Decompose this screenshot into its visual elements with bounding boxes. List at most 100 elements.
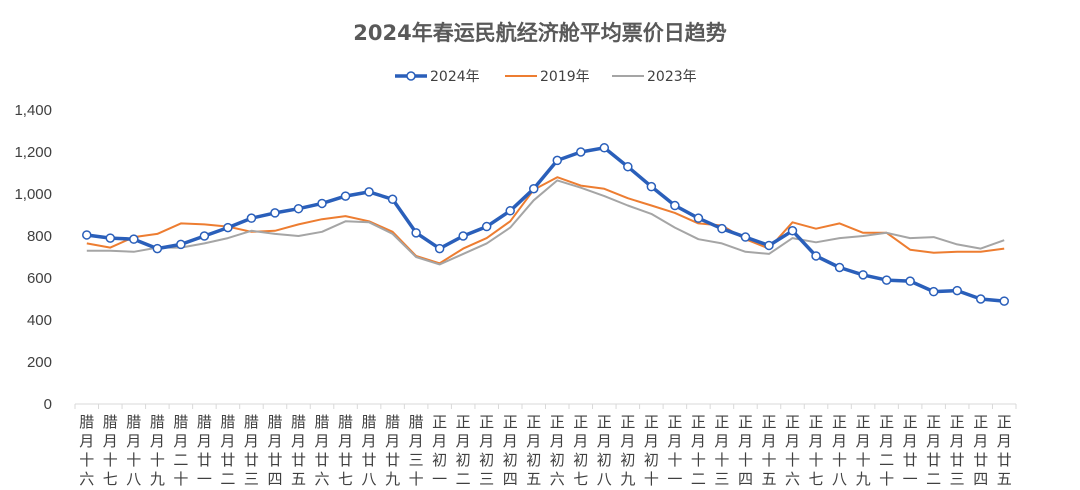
x-tick-label: 腊月十八 (126, 413, 141, 488)
series-line-2023年 (86, 179, 1005, 266)
data-point (811, 251, 821, 261)
data-point (411, 228, 421, 238)
data-point (834, 262, 845, 273)
x-tick-label: 正月初四 (503, 413, 518, 488)
data-point (599, 143, 610, 153)
x-tick-label: 正月十八 (832, 413, 847, 488)
data-point (387, 194, 398, 204)
x-tick-label: 正月初二 (456, 413, 471, 488)
y-tick-label: 0 (44, 396, 52, 413)
data-point (552, 155, 563, 166)
data-point (787, 226, 798, 236)
data-point (199, 231, 210, 241)
data-point (881, 275, 892, 285)
x-tick-label: 腊月十九 (150, 413, 165, 488)
data-point (952, 285, 962, 296)
x-tick-label: 正月十二 (691, 413, 706, 488)
data-point (858, 270, 868, 280)
x-tick-label: 正月廿一 (903, 413, 918, 488)
data-point (434, 243, 445, 254)
series-line-2024年 (86, 146, 1005, 303)
x-tick-label: 腊月廿三 (244, 413, 259, 488)
y-tick-label: 1,400 (14, 102, 52, 119)
chart-title: 2024年春运民航经济舱平均票价日趋势 (353, 21, 726, 45)
x-tick-label: 正月廿二 (926, 413, 941, 488)
x-tick-label: 腊月廿八 (362, 413, 377, 488)
data-point (646, 181, 657, 192)
x-tick-label: 腊月十六 (79, 413, 94, 488)
data-point (270, 208, 280, 218)
y-axis: 0 200 400 600 800 1,000 1,200 1,400 (14, 102, 52, 413)
x-tick-label: 腊月廿六 (315, 413, 330, 488)
data-point (905, 276, 915, 286)
data-point (129, 234, 139, 244)
x-tick-label: 正月二十 (879, 413, 894, 488)
x-tick-label: 正月十五 (761, 413, 776, 488)
x-tick-label: 腊月廿五 (291, 413, 306, 488)
data-point (764, 240, 774, 251)
x-tick-label: 正月初三 (479, 413, 494, 488)
data-point (928, 286, 939, 297)
y-tick-label: 1,000 (14, 186, 52, 203)
x-tick-label: 正月初五 (526, 413, 541, 488)
series-line-2019年 (86, 176, 1005, 265)
x-tick-label: 腊月廿一 (197, 413, 212, 488)
x-tick-label: 腊月二十 (173, 413, 188, 488)
x-axis: 腊月十六腊月十七腊月十八腊月十九腊月二十腊月廿一腊月廿二腊月廿三腊月廿四腊月廿五… (74, 404, 1017, 488)
x-tick-label: 正月初一 (432, 413, 447, 488)
data-point (152, 243, 163, 254)
data-point (293, 203, 304, 214)
y-tick-label: 400 (27, 312, 52, 329)
data-point (975, 294, 986, 304)
legend: 2024年 2019年 2023年 (395, 69, 697, 85)
x-tick-label: 正月十九 (856, 413, 871, 488)
data-point (670, 200, 680, 211)
y-tick-label: 1,200 (14, 144, 52, 161)
y-tick-label: 200 (27, 354, 52, 371)
x-tick-label: 腊月廿二 (220, 413, 235, 488)
data-point (82, 230, 92, 240)
x-tick-label: 正月十一 (667, 413, 682, 488)
x-tick-label: 正月廿四 (973, 413, 988, 488)
data-point (693, 213, 704, 223)
series-group (82, 143, 1009, 306)
data-point (176, 239, 186, 250)
legend-marker (406, 71, 416, 81)
data-point (999, 296, 1009, 306)
data-point (481, 221, 492, 232)
x-tick-label: 腊月廿九 (385, 413, 400, 488)
x-tick-label: 正月初九 (620, 413, 635, 488)
legend-label: 2023年 (647, 69, 697, 85)
x-tick-label: 正月十四 (738, 413, 753, 488)
data-point (505, 206, 515, 216)
data-point (223, 222, 233, 233)
x-tick-label: 腊月三十 (409, 413, 424, 488)
legend-label: 2024年 (430, 69, 480, 85)
legend-label: 2019年 (540, 69, 590, 85)
data-point (246, 213, 257, 223)
x-tick-label: 腊月廿四 (267, 413, 282, 488)
data-point (528, 184, 539, 194)
y-tick-label: 800 (27, 228, 52, 245)
data-point (740, 232, 751, 242)
x-tick-label: 正月十三 (714, 413, 729, 488)
x-tick-label: 正月初十 (644, 413, 659, 488)
data-point (717, 223, 727, 234)
x-tick-label: 正月初八 (597, 413, 612, 488)
x-tick-label: 正月初七 (573, 413, 588, 488)
y-tick-label: 600 (27, 270, 52, 287)
data-point (105, 233, 116, 243)
x-tick-label: 腊月廿七 (338, 413, 353, 488)
data-point (340, 191, 351, 201)
x-tick-label: 正月廿三 (950, 413, 965, 488)
x-tick-label: 正月廿五 (997, 413, 1012, 488)
x-tick-label: 正月十六 (785, 413, 800, 488)
x-tick-label: 正月十七 (809, 413, 824, 488)
data-point (364, 187, 374, 197)
data-point (317, 198, 327, 209)
x-tick-label: 正月初六 (550, 413, 565, 488)
data-point (458, 231, 468, 241)
x-tick-label: 腊月十七 (103, 413, 118, 488)
data-point (623, 161, 633, 172)
